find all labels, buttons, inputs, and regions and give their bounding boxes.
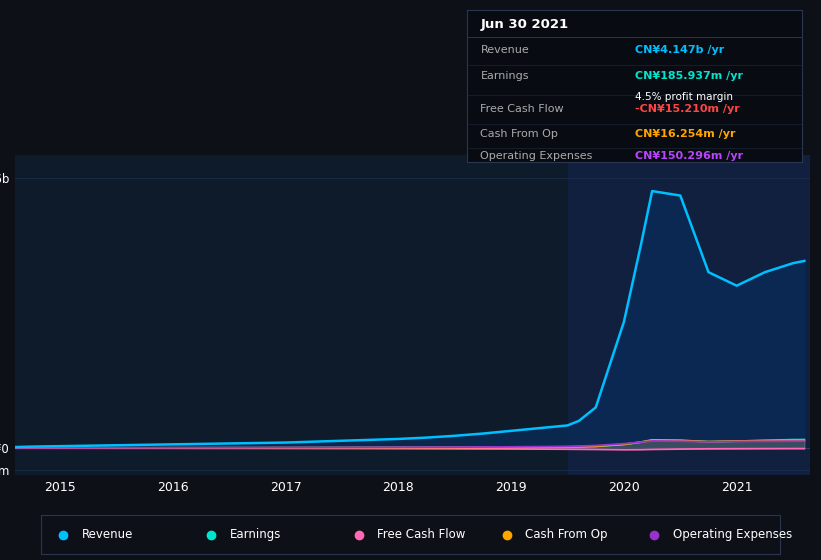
Text: Cash From Op: Cash From Op <box>480 129 558 138</box>
Text: CN¥16.254m /yr: CN¥16.254m /yr <box>635 129 735 138</box>
Text: Operating Expenses: Operating Expenses <box>480 151 593 161</box>
Bar <box>567 155 810 475</box>
Text: Earnings: Earnings <box>480 71 529 81</box>
Text: Free Cash Flow: Free Cash Flow <box>480 104 564 114</box>
Text: Jun 30 2021: Jun 30 2021 <box>480 17 568 31</box>
Text: 4.5% profit margin: 4.5% profit margin <box>635 92 732 102</box>
Text: CN¥4.147b /yr: CN¥4.147b /yr <box>635 45 724 55</box>
Text: Operating Expenses: Operating Expenses <box>673 528 792 542</box>
Text: Earnings: Earnings <box>230 528 281 542</box>
Text: -CN¥15.210m /yr: -CN¥15.210m /yr <box>635 104 739 114</box>
Text: Revenue: Revenue <box>480 45 530 55</box>
Text: CN¥185.937m /yr: CN¥185.937m /yr <box>635 71 742 81</box>
Text: Revenue: Revenue <box>82 528 133 542</box>
Text: CN¥150.296m /yr: CN¥150.296m /yr <box>635 151 743 161</box>
Text: Cash From Op: Cash From Op <box>525 528 608 542</box>
Text: Free Cash Flow: Free Cash Flow <box>378 528 466 542</box>
